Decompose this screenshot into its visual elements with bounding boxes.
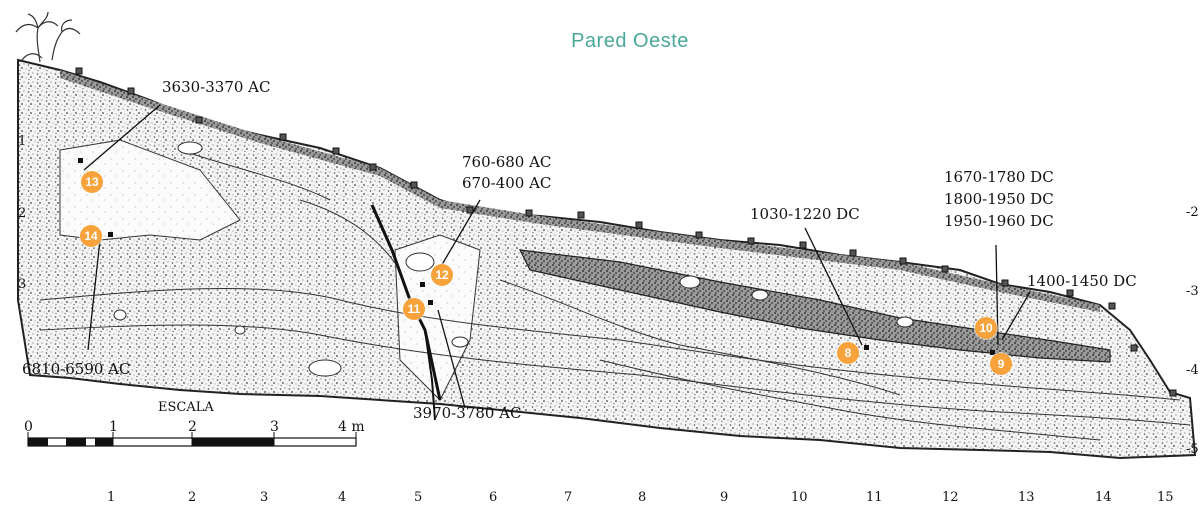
scale-tick-4: 4 m (338, 419, 365, 435)
sample-marker-12: 12 (431, 264, 453, 286)
scale-tick-1: 1 (109, 419, 118, 435)
bottom-tick-1: 1 (107, 490, 116, 505)
scale-tick-0: 0 (24, 419, 33, 435)
bottom-tick-3: 3 (260, 490, 269, 505)
sample-marker-13: 13 (81, 171, 103, 193)
date-label-14: 6810-6590 AC (22, 360, 131, 378)
bottom-tick-9: 9 (720, 490, 729, 505)
bottom-tick-8: 8 (638, 490, 647, 505)
bottom-tick-10: 10 (791, 490, 808, 505)
right-tick-3: -3 (1186, 284, 1199, 299)
bottom-tick-7: 7 (564, 490, 573, 505)
bottom-tick-12: 12 (942, 490, 959, 505)
date-label-12b: 670-400 AC (462, 174, 552, 192)
right-tick-5: -5 (1186, 442, 1199, 457)
dark-band (518, 249, 1111, 363)
leader-lines (83, 104, 1031, 409)
sample-marker-11: 11 (403, 298, 425, 320)
date-label-10a: 1670-1780 DC (944, 168, 1054, 186)
bottom-tick-5: 5 (414, 490, 423, 505)
sample-marker-8: 8 (837, 342, 859, 364)
bottom-tick-11: 11 (866, 490, 883, 505)
date-label-9: 1400-1450 DC (1027, 272, 1137, 290)
bottom-tick-2: 2 (188, 490, 197, 505)
pit-cut-2 (424, 329, 436, 421)
sample-marker-14: 14 (80, 225, 102, 247)
scale-title: ESCALA (158, 400, 214, 415)
bottom-tick-15: 15 (1157, 490, 1174, 505)
bottom-tick-13: 13 (1018, 490, 1035, 505)
pit-fill (394, 234, 481, 401)
stones (113, 141, 914, 377)
right-tick-4: -4 (1186, 363, 1199, 378)
date-label-12a: 760-680 AC (462, 153, 552, 171)
date-label-10b: 1800-1950 DC (944, 190, 1054, 208)
surface-stakes (75, 67, 1177, 397)
date-label-11: 3970-3780 AC (413, 404, 522, 422)
left-tick-2: 2 (18, 206, 27, 221)
light-lens (59, 139, 241, 241)
left-tick-3: 3 (18, 277, 27, 292)
bottom-tick-4: 4 (338, 490, 347, 505)
scale-tick-3: 3 (270, 419, 279, 435)
date-label-8: 1030-1220 DC (750, 205, 860, 223)
date-label-13: 3630-3370 AC (162, 78, 271, 96)
sample-marker-9: 9 (990, 353, 1012, 375)
palm-tree-icon (15, 11, 81, 63)
scale-bar (27, 432, 357, 447)
bottom-tick-14: 14 (1095, 490, 1112, 505)
date-label-10c: 1950-1960 DC (944, 212, 1054, 230)
layer-lines (39, 149, 1191, 441)
scale-tick-2: 2 (188, 419, 197, 435)
left-tick-1: 1 (18, 134, 27, 149)
bottom-tick-6: 6 (489, 490, 498, 505)
wall-title: Pared Oeste (571, 30, 689, 52)
top-crust (60, 70, 1100, 312)
sample-points (78, 158, 995, 355)
right-tick-2: -2 (1186, 205, 1199, 220)
sample-marker-10: 10 (975, 317, 997, 339)
